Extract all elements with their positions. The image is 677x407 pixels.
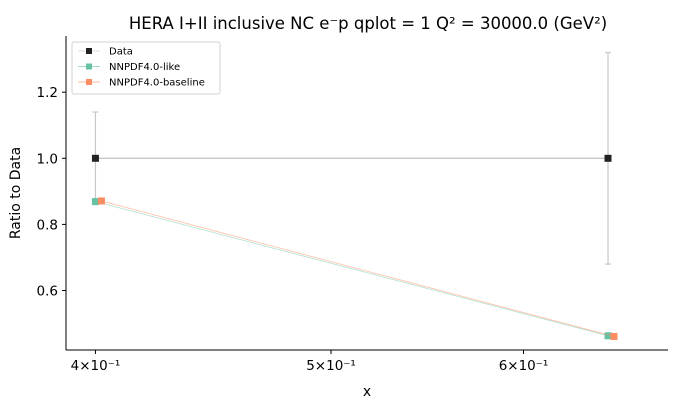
x-axis-label: x: [363, 384, 371, 400]
chart-title: HERA I+II inclusive NC e⁻p qplot = 1 Q² …: [129, 14, 607, 33]
legend-marker-nnpdf4-0-baseline: [86, 79, 92, 85]
series-line-nnpdf4-0-baseline: [101, 200, 615, 337]
legend-box: [71, 41, 221, 95]
x-ticks: 4×10⁻¹ 5×10⁻¹ 6×10⁻¹: [71, 350, 549, 374]
x-tick-label-2: 6×10⁻¹: [499, 358, 549, 374]
x-tick-label-0: 4×10⁻¹: [71, 358, 121, 374]
y-tick-label-3: 1.2: [37, 85, 58, 101]
point-nnpdf4-0-baseline-0: [97, 197, 105, 205]
point-data-1: [604, 154, 612, 162]
series-line-nnpdf4-0-like: [95, 201, 609, 337]
y-tick-label-0: 0.6: [37, 284, 58, 300]
legend-label-nnpdf4-0-like: NNPDF4.0-like: [109, 62, 180, 73]
point-nnpdf4-0-like-1: [604, 332, 612, 340]
y-tick-label-2: 1.0: [37, 151, 58, 167]
x-tick-label-1: 5×10⁻¹: [306, 358, 356, 374]
point-data-0: [91, 154, 99, 162]
point-nnpdf4-0-like-0: [91, 198, 99, 206]
legend-label-data: Data: [109, 47, 133, 58]
legend-marker-nnpdf4-0-like: [86, 63, 92, 70]
y-ticks: 0.6 0.8 1.0 1.2: [37, 85, 66, 300]
point-nnpdf4-0-baseline-1: [610, 332, 618, 340]
legend-marker-data: [86, 48, 92, 54]
plot-area: [91, 51, 618, 340]
legend-label-nnpdf4-0-baseline: NNPDF4.0-baseline: [109, 78, 205, 89]
y-axis-label: Ratio to Data: [8, 147, 24, 239]
y-tick-label-1: 0.8: [37, 217, 58, 233]
legend: Data NNPDF4.0-like NNPDF4.0-baseline: [71, 41, 221, 95]
